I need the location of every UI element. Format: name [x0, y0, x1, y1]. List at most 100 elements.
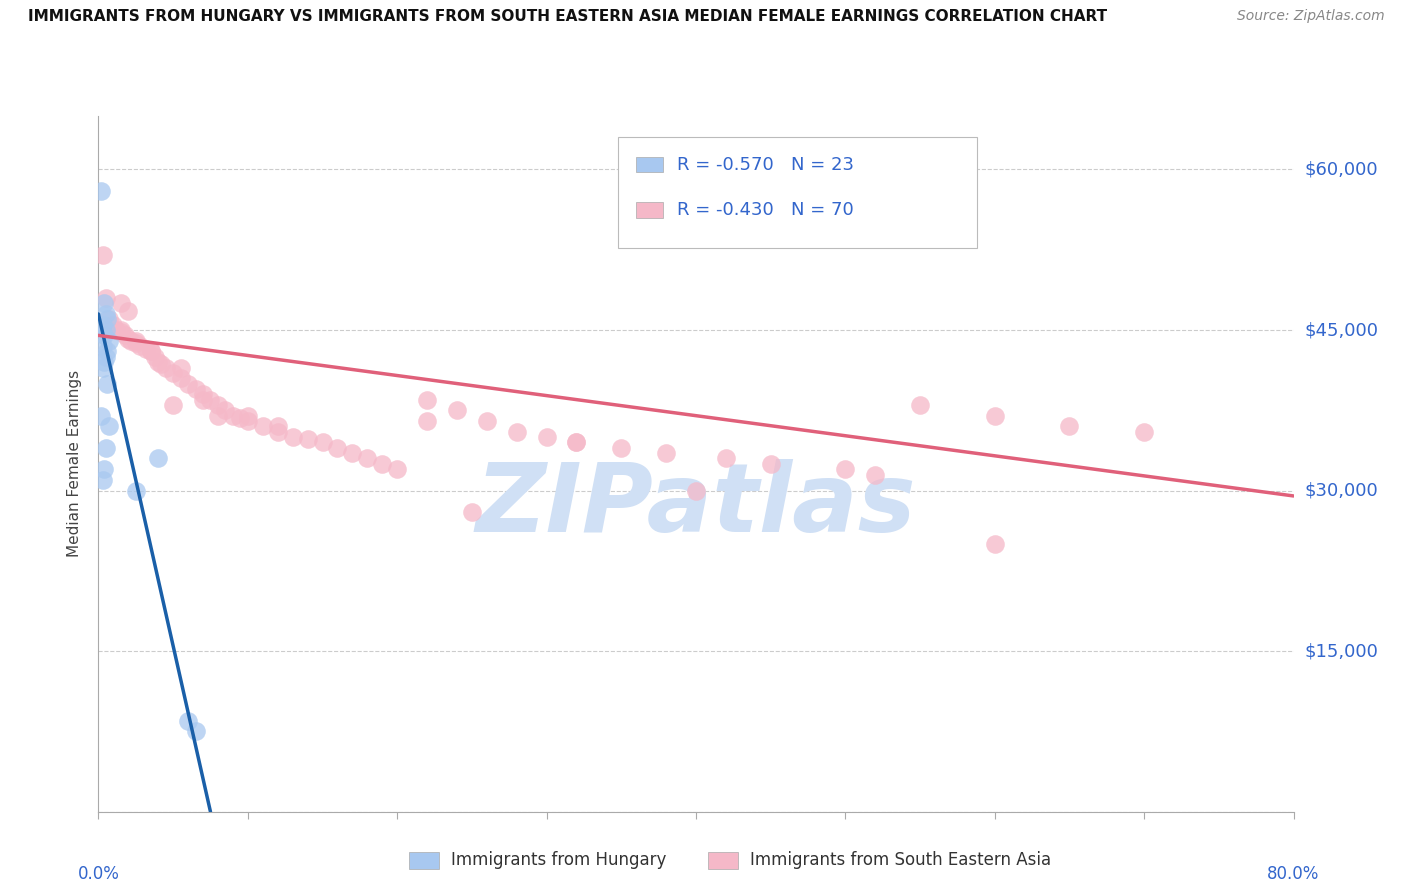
- Point: [169, 371, 191, 385]
- Point: [94, 307, 117, 321]
- Point: [207, 398, 229, 412]
- Point: [96, 376, 118, 391]
- Text: 80.0%: 80.0%: [1267, 865, 1320, 883]
- Point: [91, 318, 114, 332]
- Point: [416, 414, 439, 428]
- Point: [93, 328, 115, 343]
- Text: ZIPatlas: ZIPatlas: [475, 459, 917, 552]
- Point: [91, 360, 114, 375]
- Point: [506, 425, 529, 439]
- Point: [311, 435, 333, 450]
- Point: [177, 376, 200, 391]
- Point: [446, 403, 468, 417]
- Point: [97, 312, 120, 326]
- Point: [200, 392, 222, 407]
- Point: [191, 392, 214, 407]
- Point: [356, 451, 378, 466]
- Point: [236, 409, 259, 423]
- Point: [90, 184, 112, 198]
- Point: [125, 483, 148, 498]
- Point: [103, 318, 125, 332]
- Point: [96, 344, 118, 359]
- Point: [342, 446, 364, 460]
- Point: [983, 537, 1005, 551]
- Point: [267, 425, 290, 439]
- Point: [207, 409, 229, 423]
- Point: [222, 409, 245, 423]
- Point: [834, 462, 856, 476]
- Point: [655, 446, 678, 460]
- Point: [148, 451, 170, 466]
- Point: [865, 467, 887, 482]
- Text: $45,000: $45,000: [1305, 321, 1379, 339]
- Point: [416, 392, 439, 407]
- Point: [759, 457, 782, 471]
- Point: [1059, 419, 1081, 434]
- Text: Immigrants from Hungary: Immigrants from Hungary: [451, 852, 666, 870]
- Point: [110, 296, 132, 310]
- Point: [908, 398, 931, 412]
- Text: $15,000: $15,000: [1305, 642, 1378, 660]
- Point: [93, 355, 115, 369]
- Point: [162, 398, 184, 412]
- Point: [117, 332, 139, 346]
- Point: [371, 457, 394, 471]
- Point: [91, 339, 114, 353]
- Text: IMMIGRANTS FROM HUNGARY VS IMMIGRANTS FROM SOUTH EASTERN ASIA MEDIAN FEMALE EARN: IMMIGRANTS FROM HUNGARY VS IMMIGRANTS FR…: [28, 9, 1108, 24]
- Text: 0.0%: 0.0%: [77, 865, 120, 883]
- Point: [129, 339, 152, 353]
- Text: Immigrants from South Eastern Asia: Immigrants from South Eastern Asia: [749, 852, 1050, 870]
- Point: [475, 414, 498, 428]
- Point: [281, 430, 304, 444]
- Y-axis label: Median Female Earnings: Median Female Earnings: [67, 370, 83, 558]
- Point: [184, 724, 207, 739]
- Point: [385, 462, 409, 476]
- Point: [565, 435, 588, 450]
- Point: [114, 328, 136, 343]
- Point: [110, 325, 132, 339]
- Point: [93, 296, 115, 310]
- Point: [326, 441, 349, 455]
- Point: [91, 248, 114, 262]
- Point: [110, 323, 132, 337]
- Point: [536, 430, 558, 444]
- Point: [97, 419, 120, 434]
- Point: [94, 291, 117, 305]
- Point: [135, 343, 157, 357]
- Point: [143, 350, 166, 364]
- Point: [214, 403, 236, 417]
- Point: [565, 435, 588, 450]
- Text: Source: ZipAtlas.com: Source: ZipAtlas.com: [1237, 9, 1385, 23]
- Point: [150, 357, 173, 371]
- Point: [610, 441, 633, 455]
- Point: [983, 409, 1005, 423]
- Point: [117, 303, 139, 318]
- Point: [297, 432, 319, 446]
- Point: [714, 451, 737, 466]
- Point: [177, 714, 200, 728]
- FancyBboxPatch shape: [636, 157, 662, 172]
- Point: [1133, 425, 1156, 439]
- Point: [685, 483, 707, 498]
- Point: [120, 334, 142, 348]
- Point: [94, 350, 117, 364]
- Text: $60,000: $60,000: [1305, 161, 1378, 178]
- Point: [155, 360, 177, 375]
- Point: [96, 312, 118, 326]
- Point: [93, 462, 115, 476]
- Point: [148, 355, 170, 369]
- Point: [94, 323, 117, 337]
- FancyBboxPatch shape: [709, 852, 738, 870]
- FancyBboxPatch shape: [409, 852, 439, 870]
- Point: [139, 344, 162, 359]
- Text: R = -0.430   N = 70: R = -0.430 N = 70: [676, 201, 853, 219]
- Point: [139, 344, 162, 359]
- Point: [125, 334, 148, 348]
- Point: [252, 419, 274, 434]
- Point: [97, 334, 120, 348]
- Point: [236, 414, 259, 428]
- Point: [91, 473, 114, 487]
- Point: [94, 441, 117, 455]
- Point: [191, 387, 214, 401]
- Point: [184, 382, 207, 396]
